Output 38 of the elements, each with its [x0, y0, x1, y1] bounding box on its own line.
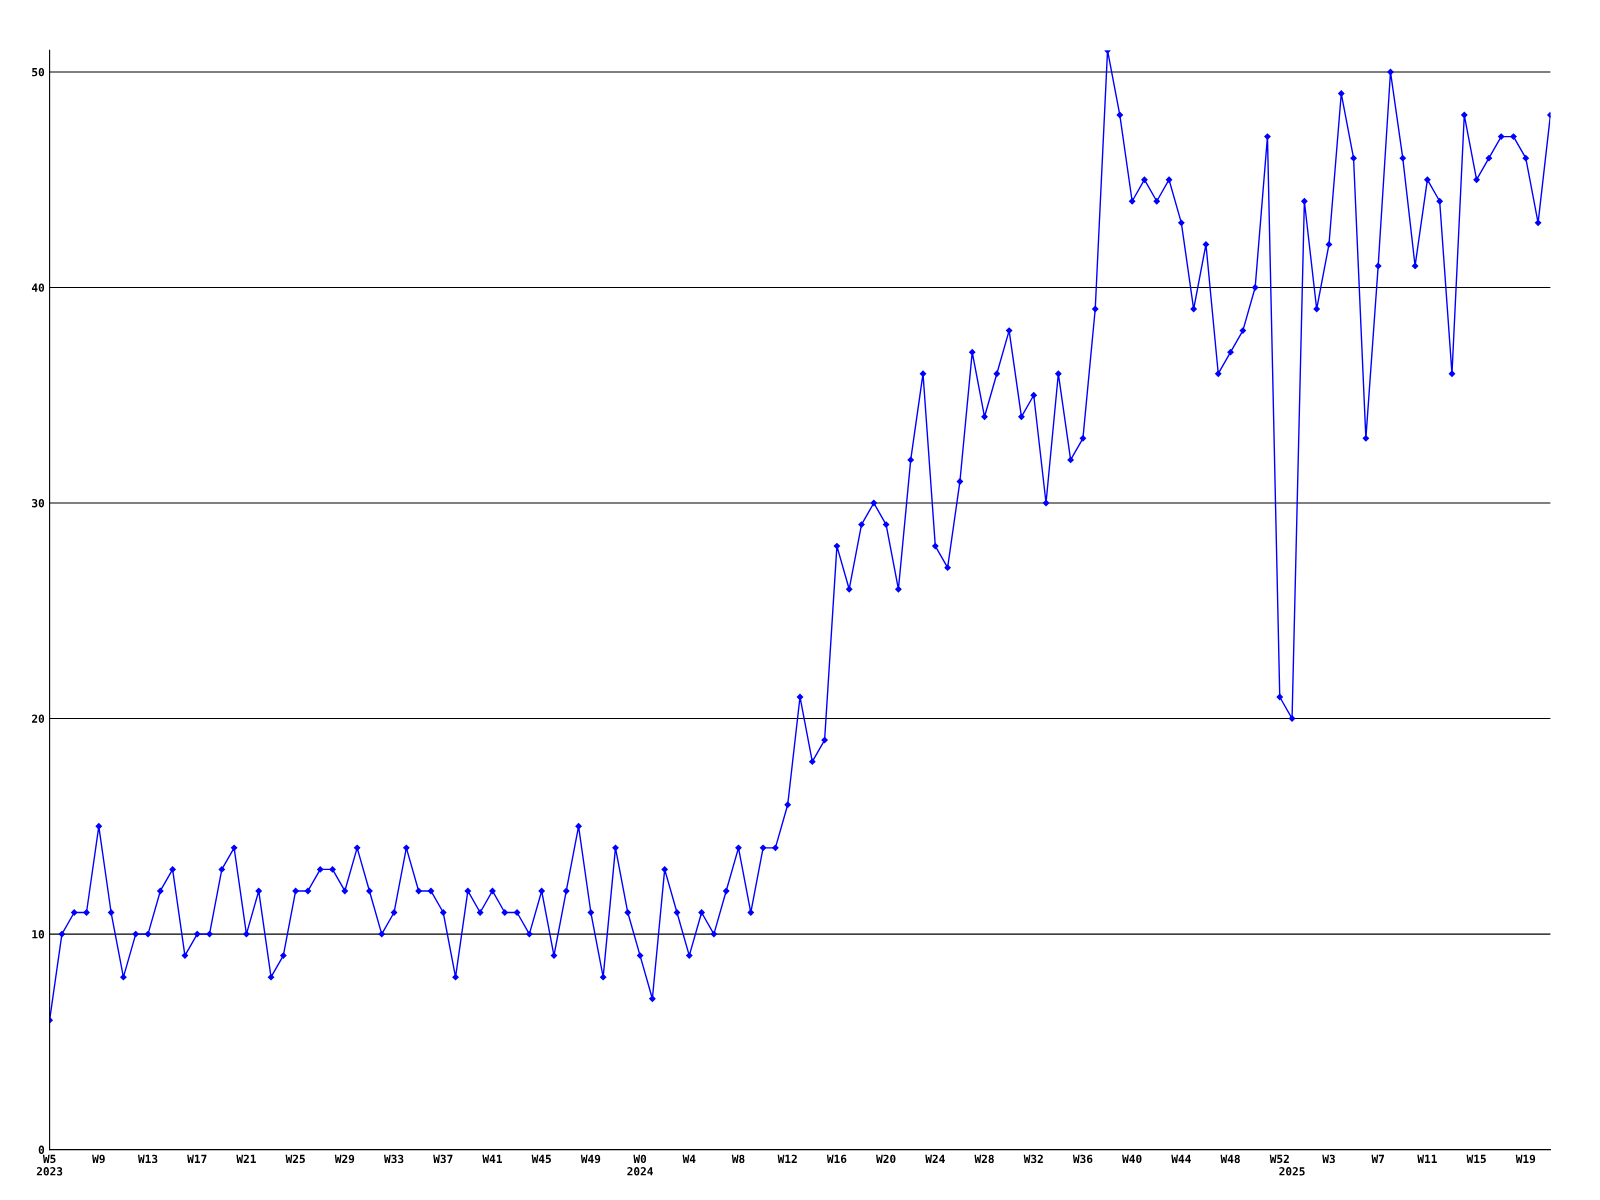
x-tick-label: W5 2023: [36, 1154, 63, 1176]
x-tick-label: W4: [682, 1154, 696, 1163]
x-tick-label: W21: [236, 1154, 256, 1163]
x-tick-label: W11: [1417, 1154, 1437, 1163]
x-tick-label: W40: [1122, 1154, 1142, 1164]
x-tick-label: W37: [433, 1154, 453, 1164]
x-tick-label: W16: [826, 1154, 847, 1164]
x-tick-label: W24: [925, 1154, 945, 1163]
x-tick-label: W45: [531, 1154, 551, 1164]
x-tick-label: W19: [1515, 1154, 1536, 1164]
x-tick-label: W48: [1220, 1154, 1240, 1164]
x-tick-label: W17: [187, 1154, 207, 1163]
x-tick-label: W9: [92, 1154, 105, 1164]
x-tick-label: W41: [482, 1154, 502, 1163]
x-tick-label: W33: [384, 1154, 404, 1164]
x-tick-label: W3: [1322, 1154, 1335, 1164]
x-tick-label: W49: [580, 1154, 601, 1164]
x-tick-label: W12: [777, 1154, 797, 1163]
x-tick-label: W8: [731, 1154, 745, 1164]
y-tick-label: 50: [32, 67, 45, 77]
x-tick-label: W32: [1023, 1154, 1043, 1164]
y-tick-label: 0: [38, 1145, 45, 1154]
x-tick-label: 2025: [1279, 1167, 1305, 1176]
y-tick-label: 40: [31, 283, 45, 292]
x-tick-label: W13: [137, 1154, 158, 1164]
x-tick-label: W36: [1072, 1154, 1093, 1164]
x-tick-label: W28: [974, 1154, 994, 1164]
x-tick-label: W15: [1466, 1154, 1486, 1164]
x-tick-label: W7: [1371, 1154, 1385, 1163]
y-tick-label: 20: [31, 714, 45, 723]
x-tick-label: W29: [334, 1154, 355, 1164]
x-tick-label: W20: [876, 1154, 896, 1164]
x-tick-label: W0 2024: [627, 1154, 653, 1176]
y-tick-label: 30: [32, 498, 45, 508]
x-tick-label: W52: [1269, 1154, 1289, 1164]
x-tick-label: W44: [1171, 1154, 1191, 1163]
x-tick-label: W25: [285, 1154, 305, 1164]
y-tick-label: 10: [32, 930, 45, 939]
